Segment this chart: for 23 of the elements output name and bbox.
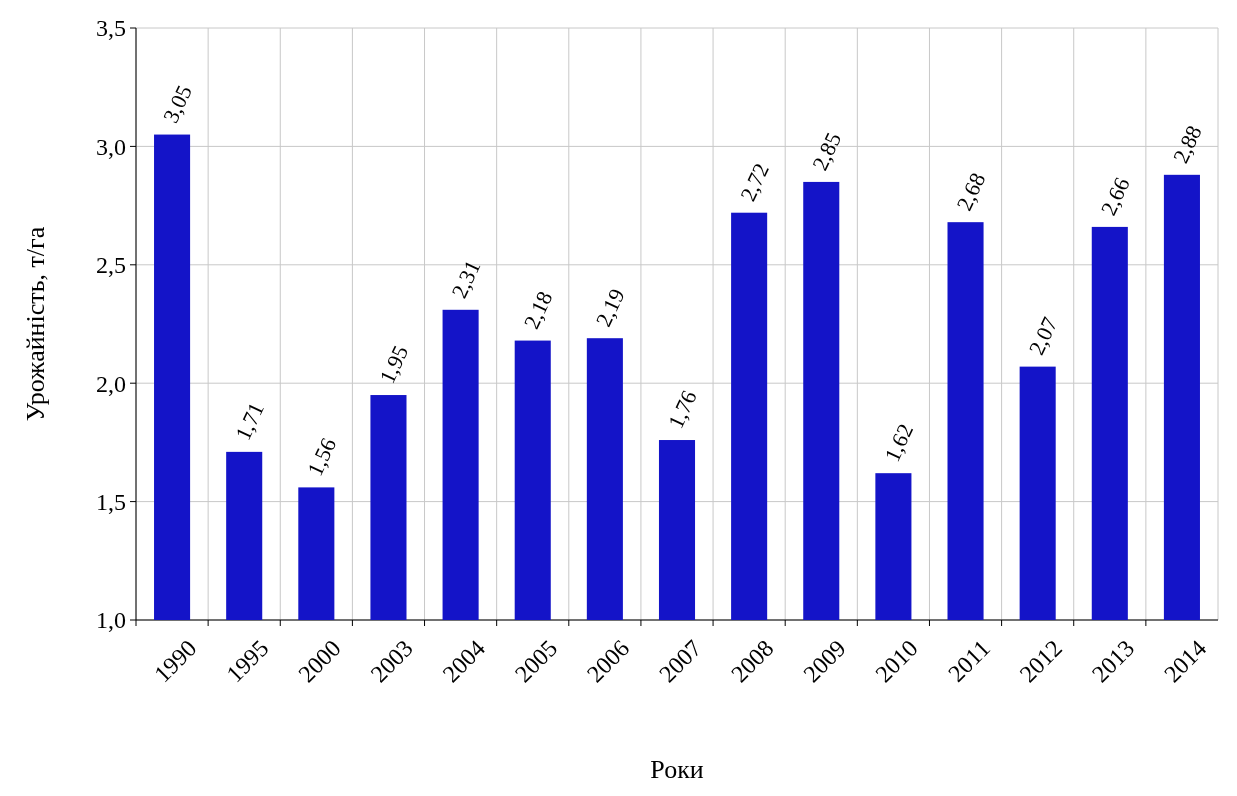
data-label: 2,85 [807,128,847,175]
x-axis-title: Роки [650,755,704,784]
data-label: 1,71 [230,398,269,444]
y-tick-label: 1,5 [96,489,126,515]
data-label: 2,66 [1095,173,1135,220]
data-label: 2,19 [590,284,630,331]
data-label: 1,56 [302,434,342,480]
data-label: 2,68 [951,168,991,215]
y-tick-label: 3,0 [96,133,126,160]
data-label: 1,76 [662,386,702,433]
data-label: 2,31 [446,256,486,302]
data-label: 1,95 [374,341,414,388]
data-label: 2,07 [1023,313,1063,359]
data-label: 2,72 [735,159,774,205]
y-tick-label: 1,0 [96,607,126,634]
y-tick-label: 2,0 [96,370,126,397]
y-tick-label: 3,5 [96,15,126,42]
data-label: 2,88 [1167,121,1207,167]
data-label: 1,62 [879,419,919,466]
y-tick-label: 2,5 [96,252,126,279]
data-label: 2,18 [518,287,558,333]
y-axis-title: Урожайність, т/га [21,226,50,422]
data-label: 3,05 [157,81,197,127]
